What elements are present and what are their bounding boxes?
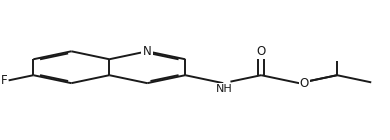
Text: N: N xyxy=(143,45,152,58)
Text: O: O xyxy=(300,77,309,90)
Text: F: F xyxy=(0,74,7,87)
Text: NH: NH xyxy=(216,84,233,94)
Text: O: O xyxy=(257,45,266,58)
